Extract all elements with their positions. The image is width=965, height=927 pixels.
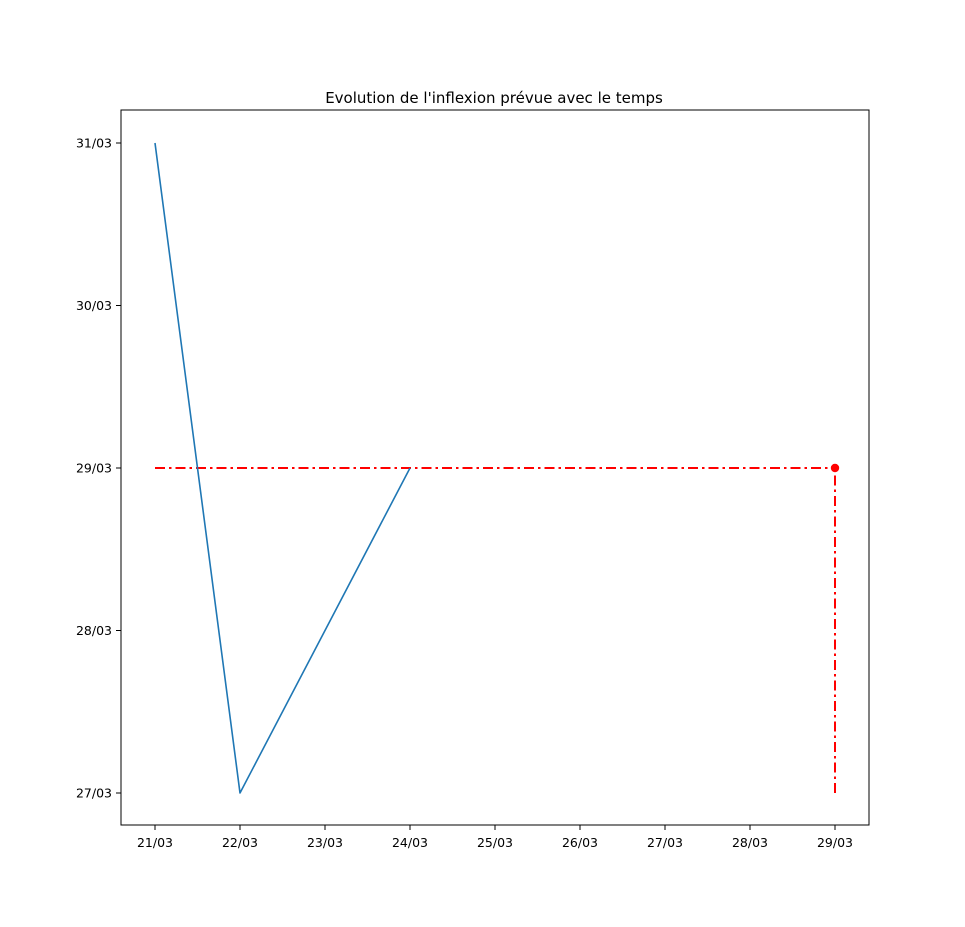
y-tick-label: 31/03 [76, 136, 112, 151]
series-line-0 [154, 142, 411, 794]
x-tick-label: 27/03 [647, 835, 683, 850]
x-tick-label: 25/03 [477, 835, 513, 850]
x-tick-label: 24/03 [392, 835, 428, 850]
x-tick-label: 22/03 [222, 835, 258, 850]
y-tick-label: 28/03 [76, 623, 112, 638]
chart-title: Evolution de l'inflexion prévue avec le … [325, 89, 663, 107]
x-tick-label: 28/03 [732, 835, 768, 850]
y-tick-label: 27/03 [76, 786, 112, 801]
y-tick-label: 29/03 [76, 461, 112, 476]
x-tick-label: 23/03 [307, 835, 343, 850]
x-tick-label: 26/03 [562, 835, 598, 850]
y-tick-label: 30/03 [76, 298, 112, 313]
plot-area: 21/03 22/03 23/03 24/03 25/03 26/03 27/03 28/03… [76, 109, 870, 850]
x-tick-label: 21/03 [137, 835, 173, 850]
highlight-point [830, 463, 840, 473]
x-tick-label: 29/03 [817, 835, 853, 850]
